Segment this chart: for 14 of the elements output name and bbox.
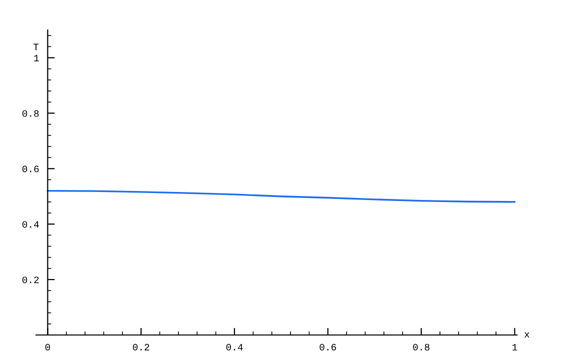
x-tick-label: 0.4	[226, 344, 243, 350]
y-axis-title: T	[33, 44, 39, 50]
y-tick-label: 1	[34, 54, 39, 62]
line-series	[46, 190, 516, 203]
y-tick-label: 0.2	[22, 276, 39, 284]
y-tick-label: 0.8	[22, 110, 39, 117]
x-tick-label: 0.2	[132, 344, 150, 350]
x-tick-label: 0	[45, 344, 50, 350]
x-tick-label: 0.6	[320, 344, 336, 350]
y-tick-label: 0.4	[22, 221, 39, 228]
x-tick-label: 0.8	[413, 344, 430, 350]
y-tick-label: 0.6	[22, 166, 39, 172]
x-tick-label: 1	[512, 344, 518, 350]
x-axis-title: x	[524, 332, 530, 338]
